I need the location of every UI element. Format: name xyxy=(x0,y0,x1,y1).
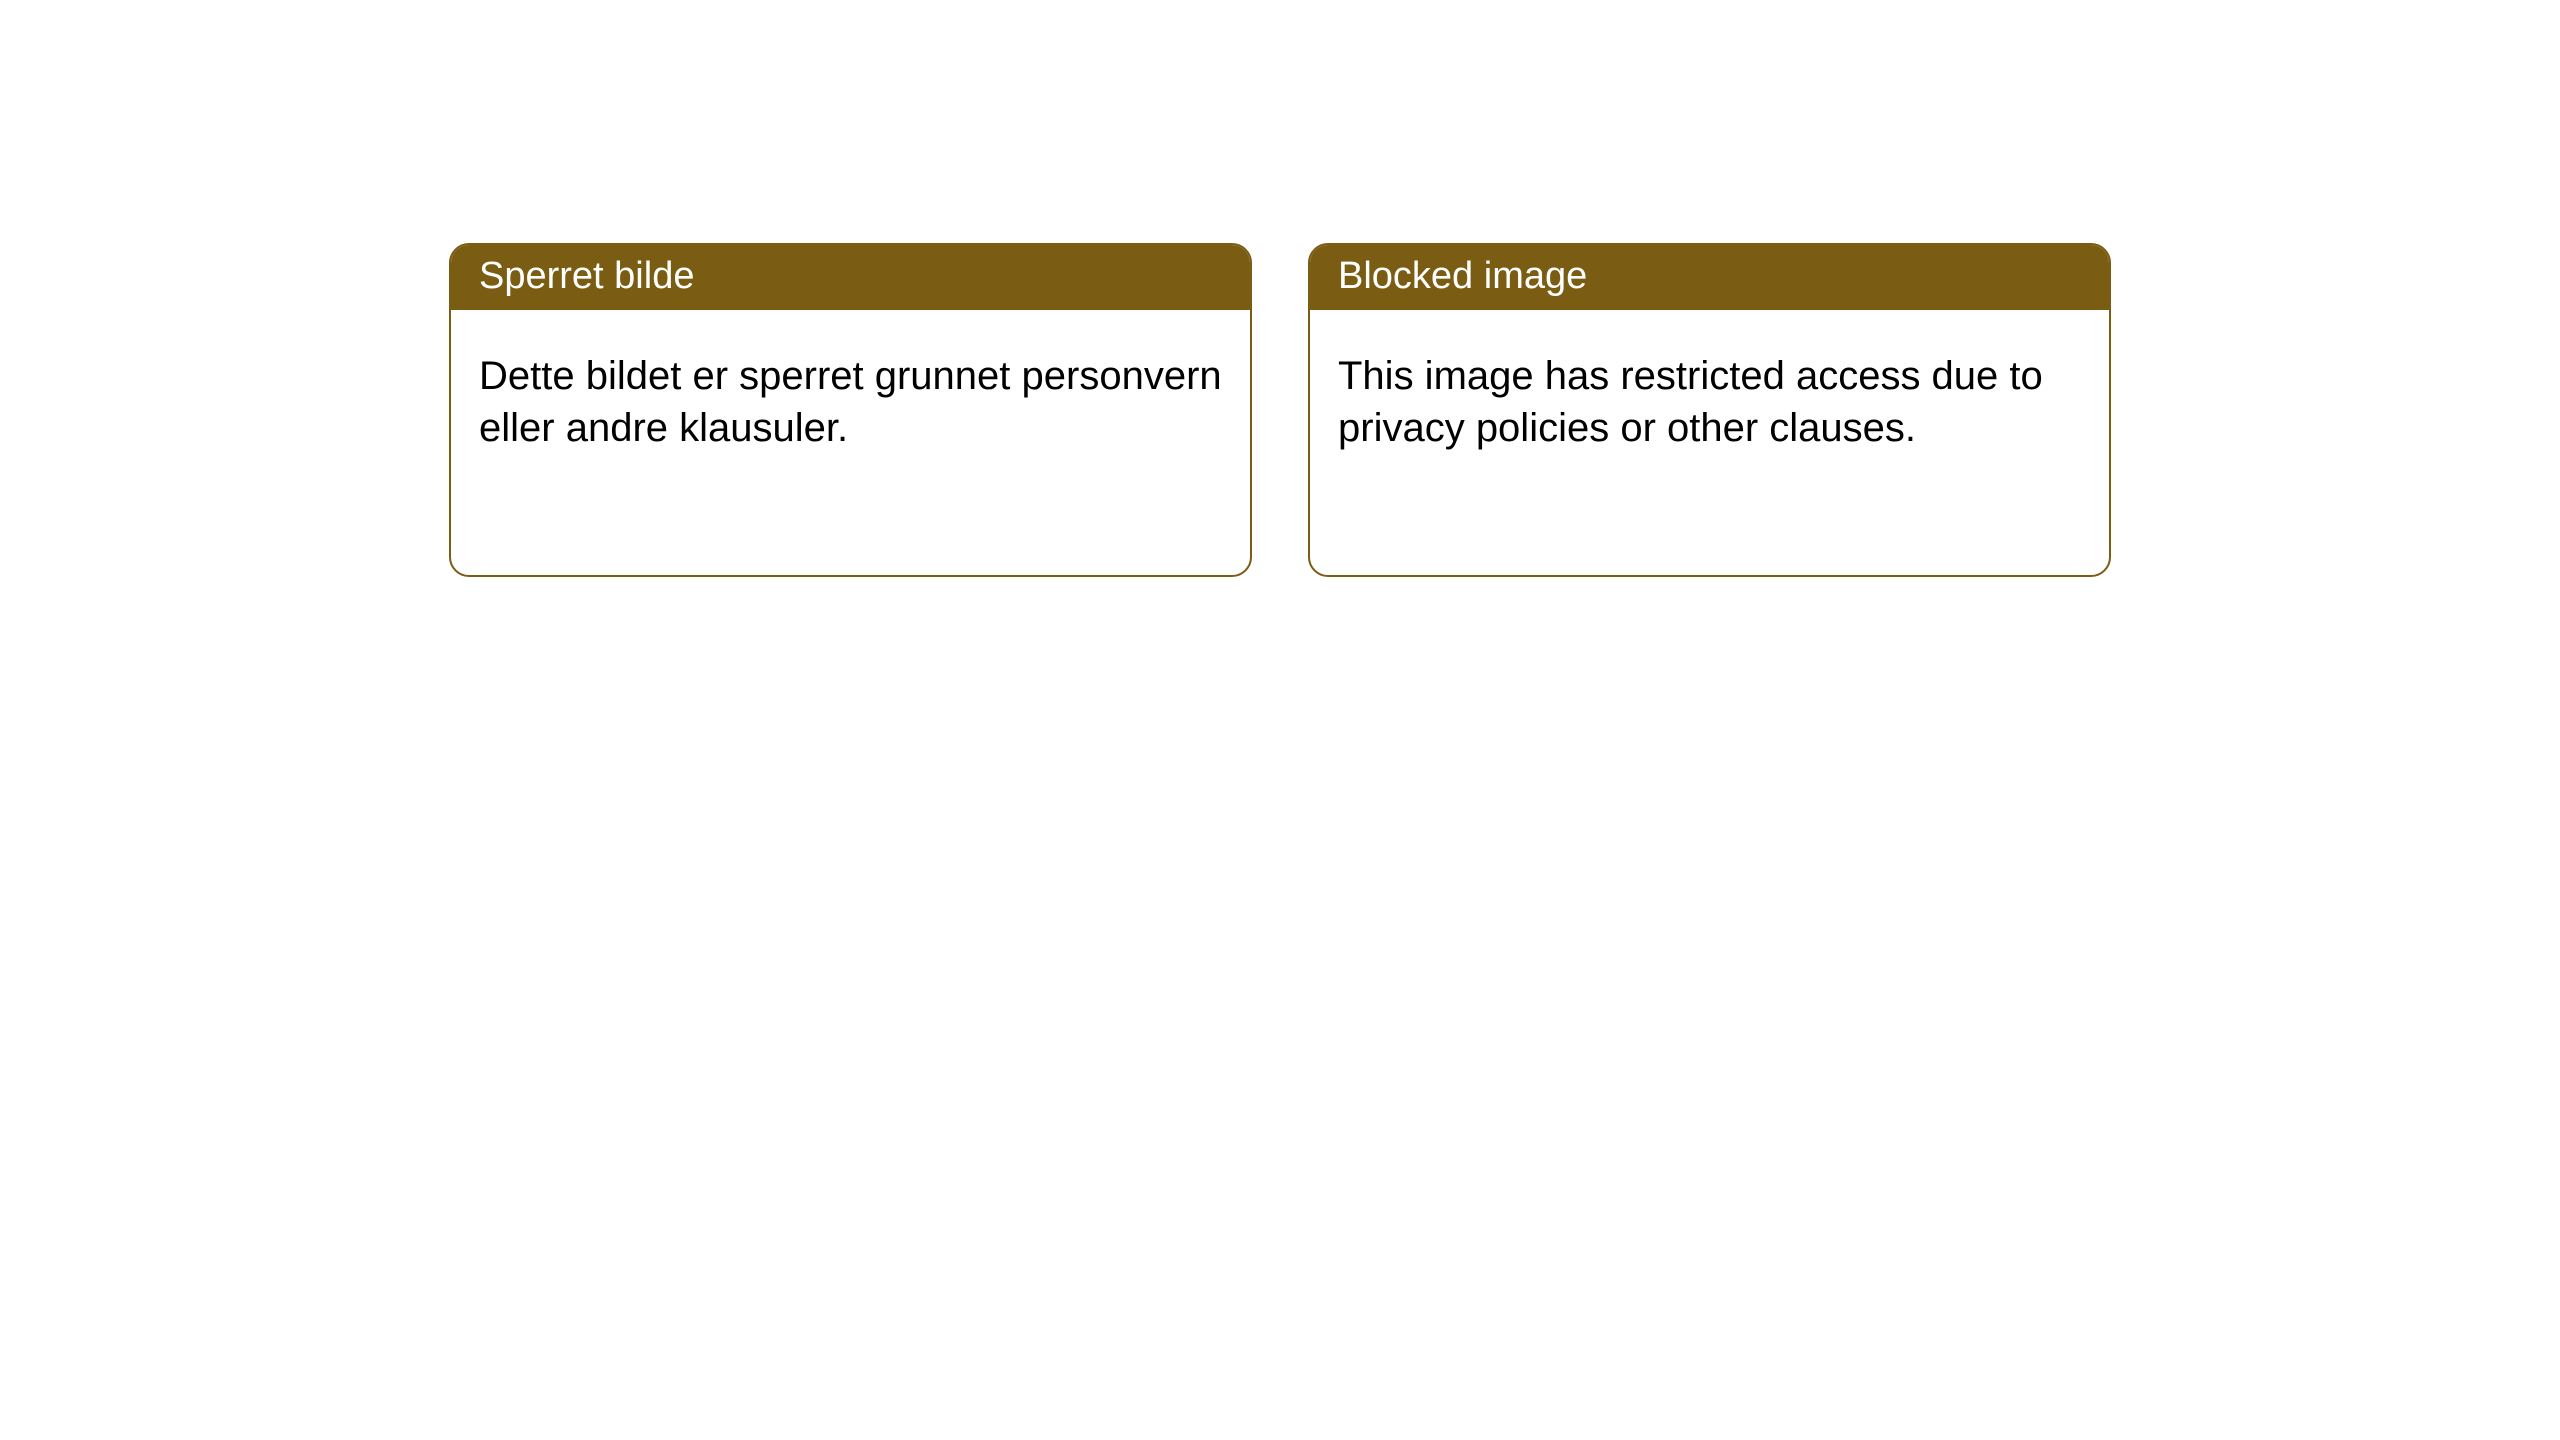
card-body-en: This image has restricted access due to … xyxy=(1310,310,2109,482)
card-header-no: Sperret bilde xyxy=(451,245,1250,310)
card-body-no: Dette bildet er sperret grunnet personve… xyxy=(451,310,1250,482)
blocked-image-card-en: Blocked image This image has restricted … xyxy=(1308,243,2111,577)
card-header-en: Blocked image xyxy=(1310,245,2109,310)
blocked-image-card-no: Sperret bilde Dette bildet er sperret gr… xyxy=(449,243,1252,577)
notice-container: Sperret bilde Dette bildet er sperret gr… xyxy=(0,0,2560,577)
